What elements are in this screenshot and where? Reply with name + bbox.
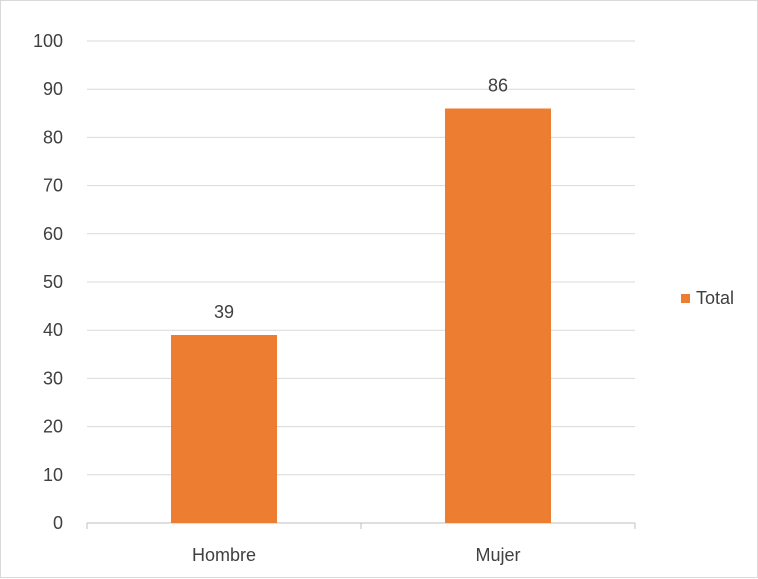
legend: Total (681, 288, 734, 308)
data-label-hombre: 39 (214, 302, 234, 322)
y-tick-label: 50 (43, 272, 63, 292)
x-axis: Hombre Mujer (86, 523, 636, 565)
x-tick-label: Hombre (192, 545, 256, 565)
bar-mujer (445, 108, 551, 523)
legend-label-total: Total (696, 288, 734, 308)
x-tick-label: Mujer (475, 545, 520, 565)
data-labels: 39 86 (214, 75, 508, 322)
gridlines (87, 40, 635, 524)
legend-swatch-total (681, 294, 690, 303)
y-tick-label: 70 (43, 176, 63, 196)
y-tick-label: 30 (43, 368, 63, 388)
y-tick-label: 80 (43, 127, 63, 147)
y-tick-label: 10 (43, 465, 63, 485)
y-tick-label: 40 (43, 320, 63, 340)
data-label-mujer: 86 (488, 75, 508, 95)
bar-hombre (171, 335, 277, 523)
y-axis: 0 10 20 30 40 50 60 70 80 90 100 (33, 31, 63, 533)
y-tick-label: 0 (53, 513, 63, 533)
y-tick-label: 20 (43, 417, 63, 437)
y-tick-label: 60 (43, 224, 63, 244)
y-tick-label: 90 (43, 79, 63, 99)
y-tick-label: 100 (33, 31, 63, 51)
bars (171, 108, 551, 523)
